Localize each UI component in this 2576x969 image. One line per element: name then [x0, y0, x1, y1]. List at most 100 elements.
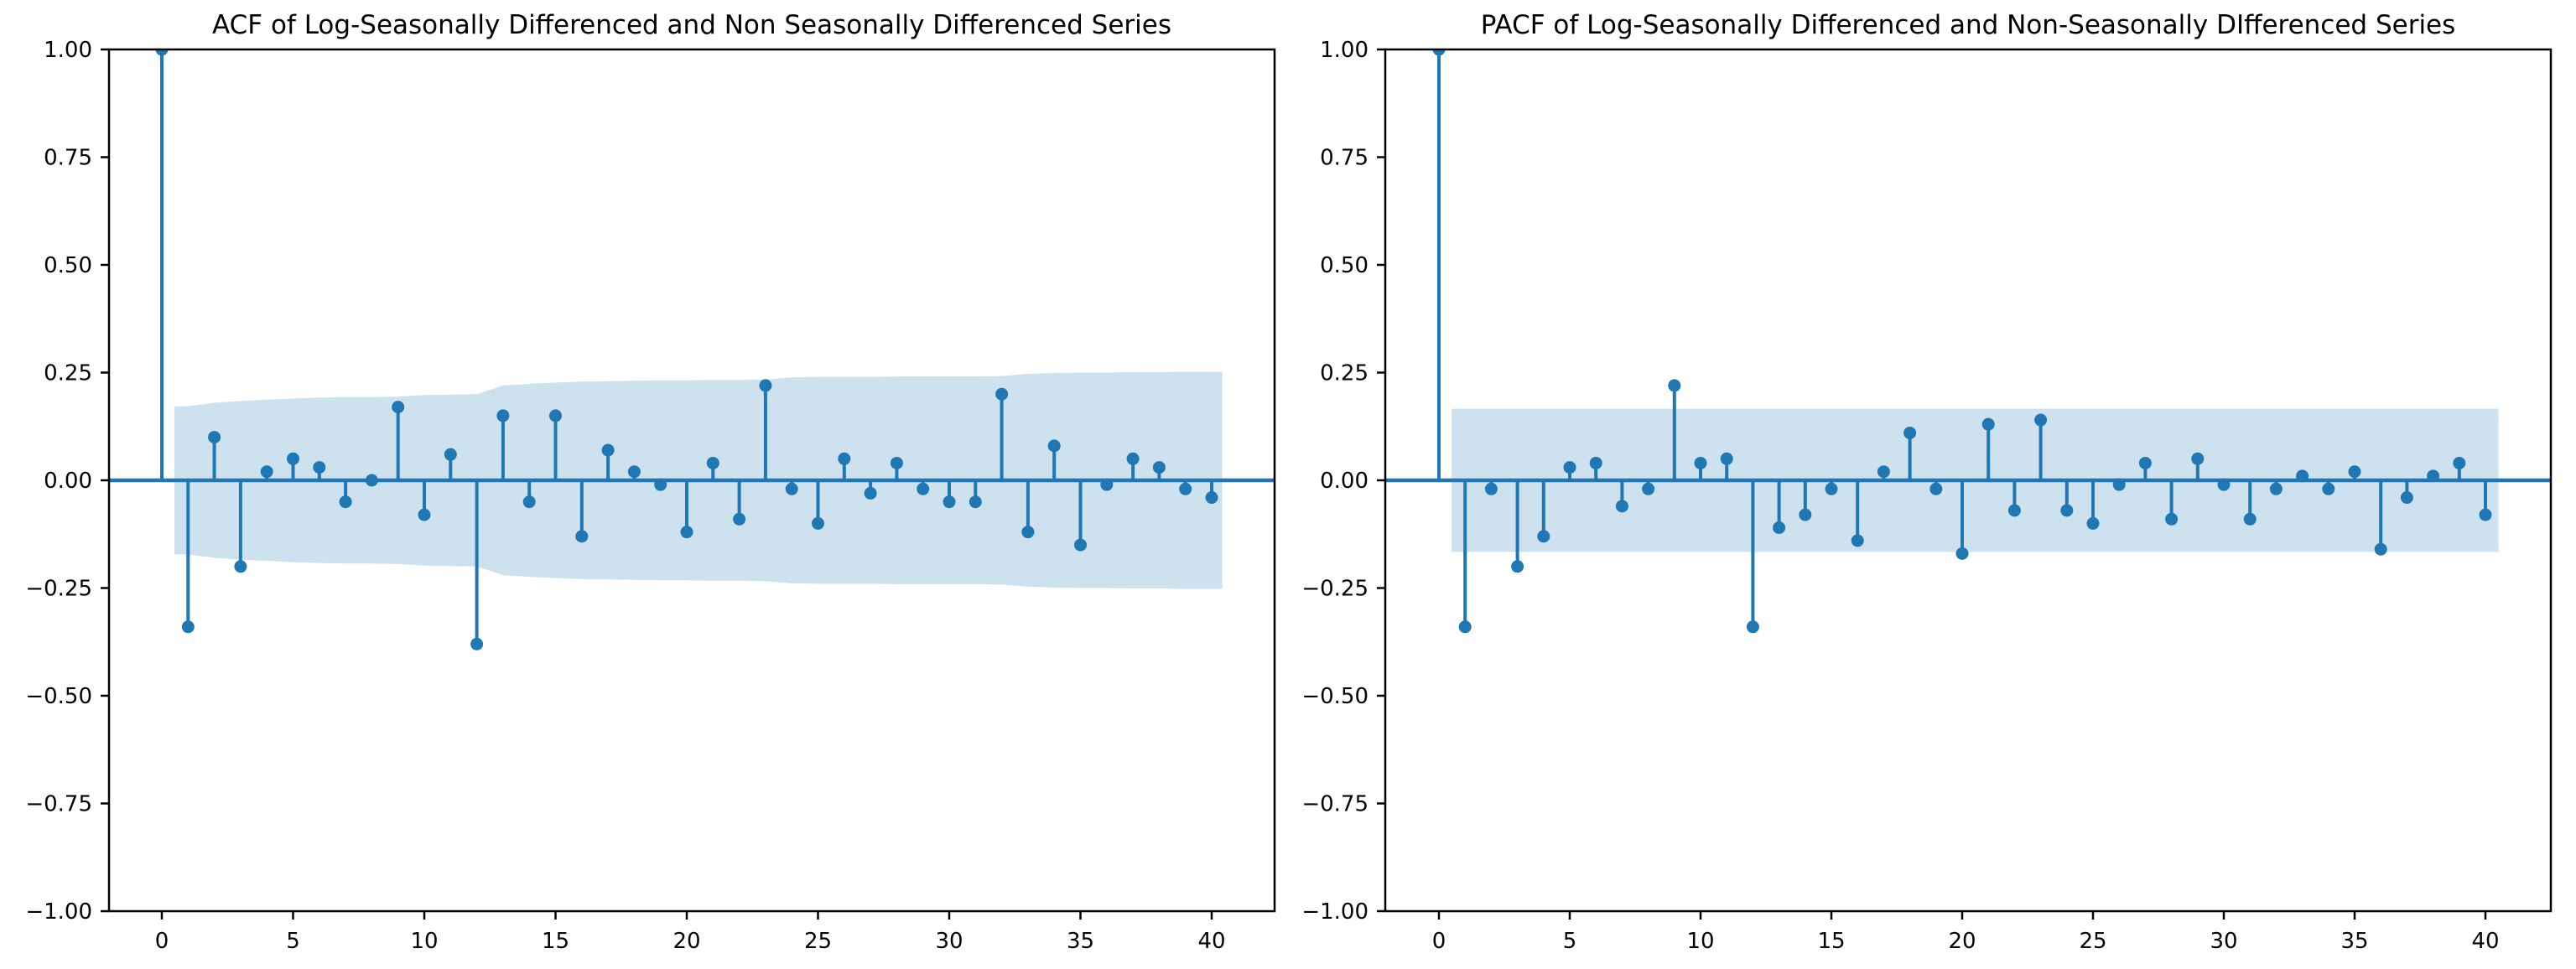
pacf-stem-lag-17 — [1877, 465, 1890, 480]
acf-panel: 1.00 0.75 0.50 0.25 0.00 −0.25 −0.50 −0.75 −1.00… — [25, 10, 1276, 954]
stem-marker — [2453, 456, 2466, 469]
pacf-stem-lag-39 — [2453, 456, 2466, 480]
stem-marker — [1484, 482, 1498, 495]
pacf-stem-lag-36 — [2374, 480, 2387, 556]
stem-marker — [1074, 538, 1087, 552]
acf-stem-lag-15 — [549, 409, 562, 480]
stem-marker — [418, 508, 431, 521]
acf-stem-lag-8 — [365, 474, 378, 487]
acf-stem-lag-22 — [733, 480, 746, 526]
x-tick-label: 10 — [1686, 929, 1714, 954]
x-tick-label: 15 — [1817, 929, 1845, 954]
acf-data-area — [109, 49, 1275, 650]
stem-marker — [470, 637, 484, 650]
stem-marker — [890, 456, 903, 469]
acf-stem-lag-11 — [444, 448, 457, 480]
stem-marker — [2060, 504, 2074, 517]
acf-stem-lag-31 — [969, 480, 982, 509]
acf-stem-lag-29 — [917, 480, 930, 495]
stem-marker — [2427, 469, 2440, 483]
acf-stem-lag-34 — [1047, 439, 1061, 480]
stem-marker — [1152, 461, 1166, 474]
pacf-stem-lag-34 — [2322, 480, 2335, 495]
acf-stem-lag-7 — [339, 480, 352, 509]
y-tick-label: −0.75 — [25, 792, 92, 817]
stem-marker — [943, 495, 956, 509]
stem-marker — [2034, 413, 2048, 427]
y-tick-label: 0.75 — [1320, 146, 1368, 171]
y-tick-label: 0.75 — [44, 146, 92, 171]
acf-stem-lag-24 — [785, 480, 798, 495]
acf-stem-lag-6 — [313, 461, 326, 480]
acf-plot-title: ACF of Log-Seasonally Differenced and No… — [212, 10, 1171, 40]
stem-marker — [1179, 482, 1192, 495]
y-tick-label: 0.50 — [1320, 253, 1368, 278]
stem-marker — [969, 495, 982, 509]
stem-marker — [1720, 452, 1733, 465]
stem-marker — [155, 49, 169, 56]
pacf-stem-lag-12 — [1746, 480, 1759, 634]
stem-marker — [1432, 49, 1446, 56]
x-tick-label: 35 — [1067, 929, 1094, 954]
acf-stem-lag-28 — [890, 456, 903, 480]
y-tick-label: −1.00 — [25, 899, 92, 925]
pacf-stem-lag-1 — [1458, 480, 1472, 634]
pacf-stem-lag-31 — [2243, 480, 2257, 526]
stem-marker — [1021, 526, 1035, 539]
acf-plot-layer: 1.00 0.75 0.50 0.25 0.00 −0.25 −0.50 −0.75 −1.00… — [25, 38, 1276, 954]
stem-marker — [2086, 516, 2100, 530]
acf-stem-lag-5 — [287, 452, 299, 480]
stem-marker — [917, 482, 930, 495]
stem-marker — [812, 516, 824, 530]
pacf-stem-lag-4 — [1537, 480, 1550, 543]
y-tick-label: −0.25 — [25, 577, 92, 602]
stem-marker — [706, 456, 719, 469]
stem-marker — [234, 560, 247, 573]
acf-stem-lag-38 — [1152, 461, 1166, 480]
pacf-stem-lag-24 — [2060, 480, 2074, 517]
stem-marker — [1929, 482, 1943, 495]
x-tick-label: 5 — [286, 929, 300, 954]
x-tick-label: 25 — [804, 929, 832, 954]
y-tick-label: −0.50 — [25, 684, 92, 709]
x-tick-label: 25 — [2079, 929, 2106, 954]
x-tick-label: 40 — [1197, 929, 1225, 954]
stem-marker — [1126, 452, 1140, 465]
stem-marker — [549, 409, 562, 422]
y-tick-label: 0.50 — [44, 253, 92, 278]
stem-marker — [1746, 620, 1759, 634]
pacf-stem-lag-32 — [2269, 480, 2283, 495]
acf-stem-lag-39 — [1179, 480, 1192, 495]
acf-stem-lag-37 — [1126, 452, 1140, 480]
acf-stem-lag-16 — [575, 480, 589, 543]
acf-stem-lag-10 — [418, 480, 431, 521]
stem-marker — [1589, 456, 1602, 469]
stem-marker — [1100, 478, 1114, 491]
y-tick-label: −0.75 — [1301, 792, 1368, 817]
stem-marker — [627, 465, 641, 479]
stem-marker — [181, 620, 195, 634]
x-tick-label: 30 — [2210, 929, 2237, 954]
stem-marker — [2400, 491, 2413, 505]
pacf-panel: 1.00 0.75 0.50 0.25 0.00 −0.25 −0.50 −0.75 −1.00… — [1301, 10, 2553, 954]
stem-marker — [2112, 478, 2126, 491]
acf-stem-lag-4 — [260, 465, 273, 480]
stem-marker — [575, 530, 589, 543]
y-tick-label: 0.00 — [1320, 469, 1368, 494]
pacf-stem-lag-5 — [1563, 461, 1576, 480]
stem-marker — [1694, 456, 1707, 469]
stem-marker — [2165, 512, 2179, 526]
acf-stem-lag-0 — [155, 49, 169, 480]
stem-marker — [785, 482, 798, 495]
pacf-stem-lag-37 — [2400, 480, 2413, 505]
pacf-stem-lag-25 — [2086, 480, 2100, 530]
pacf-stem-lag-35 — [2348, 465, 2361, 480]
acf-stem-lag-1 — [181, 480, 195, 634]
pacf-plot-title: PACF of Log-Seasonally Differenced and N… — [1481, 10, 2456, 40]
pacf-stem-lag-0 — [1432, 49, 1446, 480]
pacf-data-area — [1385, 49, 2551, 634]
stem-marker — [654, 478, 667, 491]
x-tick-label: 20 — [1948, 929, 1976, 954]
acf-stem-lag-35 — [1074, 480, 1087, 552]
stem-marker — [2322, 482, 2335, 495]
